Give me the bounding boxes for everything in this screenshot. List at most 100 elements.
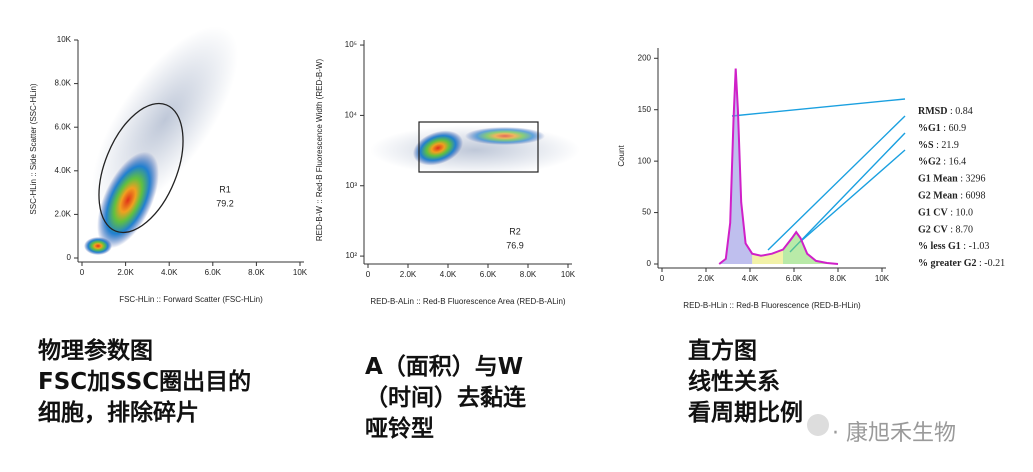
stat-value: 10.0 [956,208,974,219]
stat: %G2 : 16.4 [918,157,966,168]
phase-fill [783,232,838,264]
stat: %S : 21.9 [918,140,959,151]
y-axis-label: Count [617,145,626,167]
x-tick-label: 6.0K [480,270,497,279]
x-tick-label: 10K [293,268,308,277]
caption: 线性关系 [688,368,780,395]
histogram-line [718,68,839,265]
stat-value: 3296 [966,174,986,185]
y-tick-label: 2.0K [55,210,72,219]
density-cloud [84,26,580,255]
y-tick-label: 6.0K [55,122,72,131]
stat-value: 8.70 [956,225,974,236]
gate-rect [418,121,539,173]
stat-sep: : [948,225,956,236]
caption: FSC加SSC圈出目的 [38,368,251,395]
x-tick-label: 2.0K [400,270,417,279]
x-axis-label: FSC-HLin :: Forward Scatter (FSC-HLin) [119,295,263,304]
stat-name: G2 Mean [918,191,958,202]
stat-sep: : [941,157,949,168]
caption: 直方图 [688,337,757,364]
stat-name: G1 CV [918,208,949,219]
arrows [731,98,906,253]
stat-value: 60.9 [949,123,967,134]
phase-fill [719,68,753,264]
y-tick-label: 10K [57,35,72,44]
stat: RMSD : 0.84 [918,106,973,117]
gate-name: R1 [219,184,231,194]
x-tick-label: 2.0K [698,274,715,283]
stat-sep: : [948,208,956,219]
y-tick-label: 10³ [345,181,357,190]
y-axis-label: RED-B-W :: Red-B Fluorescence Width (RED… [315,59,324,242]
y-tick-label: 10⁵ [345,40,357,49]
stat: %G1 : 60.9 [918,123,966,134]
watermark: · 康旭禾生物 [832,421,956,446]
x-tick-label: 0 [366,270,371,279]
stat-sep: : [947,106,955,117]
watermark-icon [807,414,829,436]
x-tick-label: 6.0K [786,274,803,283]
y-axis-label: SSC-HLin :: Side Scatter (SSC-HLin) [29,83,38,214]
caption: 看周期比例 [688,400,803,426]
stat-name: G1 Mean [918,174,958,185]
stat-sep: : [958,191,966,202]
caption: 物理参数图 [38,337,153,364]
y-tick-label: 200 [638,53,652,62]
gate-ellipse [98,102,184,234]
y-tick-label: 4.0K [55,166,72,175]
stat-sep: : [941,123,949,134]
gate-name: R2 [509,226,521,236]
caption: 哑铃型 [365,415,434,442]
y-tick-label: 10⁴ [345,111,358,120]
stat-sep: : [958,174,966,185]
x-tick-label: 4.0K [742,274,759,283]
stat: G2 Mean : 6098 [918,191,986,202]
stat: % greater G2 : -0.21 [918,258,1005,269]
x-axis-label: RED-B-ALin :: Red-B Fluorescence Area (R… [370,297,566,306]
y-tick-label: 0 [647,259,652,268]
x-tick-label: 8.0K [248,268,265,277]
x-tick-label: 2.0K [117,268,134,277]
caption: （时间）去黏连 [365,384,527,411]
stat-value: 6098 [966,191,986,202]
x-tick-label: 0 [80,268,85,277]
stat-value: -0.21 [984,258,1005,269]
stat-name: % less G1 [918,241,961,252]
x-tick-label: 4.0K [440,270,457,279]
stat-sep: : [934,140,942,151]
x-tick-label: 0 [660,274,665,283]
stat-name: %G2 [918,157,941,168]
stat-value: 21.9 [941,140,959,151]
stat-sep: : [977,258,985,269]
gate-percent: 76.9 [506,240,524,250]
y-tick-label: 8.0K [55,79,72,88]
caption: 细胞，排除碎片 [38,399,199,426]
stat-value: 16.4 [949,157,967,168]
stat-name: %G1 [918,123,941,134]
y-tick-label: 50 [642,208,651,217]
x-tick-label: 10K [875,274,890,283]
gate-percent: 79.2 [216,198,234,208]
stat-sep: : [961,241,969,252]
stat-name: G2 CV [918,225,949,236]
stat: % less G1 : -1.03 [918,241,989,252]
y-tick-label: 100 [638,156,652,165]
y-tick-label: 0 [67,253,72,262]
stat-name: %S [918,140,934,151]
x-tick-label: 8.0K [520,270,537,279]
x-tick-label: 8.0K [830,274,847,283]
caption: A（面积）与W [365,353,523,380]
stat: G1 CV : 10.0 [918,208,973,219]
stat-name: RMSD [918,106,947,117]
stat: G1 Mean : 3296 [918,174,986,185]
x-tick-label: 10K [561,270,576,279]
stat-value: -1.03 [969,241,990,252]
x-axis-label: RED-B-HLin :: Red-B Fluorescence (RED-B-… [683,301,861,310]
stat-name: % greater G2 [918,258,977,269]
x-tick-label: 4.0K [161,268,178,277]
stat: G2 CV : 8.70 [918,225,973,236]
y-tick-label: 150 [638,105,652,114]
x-tick-label: 6.0K [205,268,222,277]
